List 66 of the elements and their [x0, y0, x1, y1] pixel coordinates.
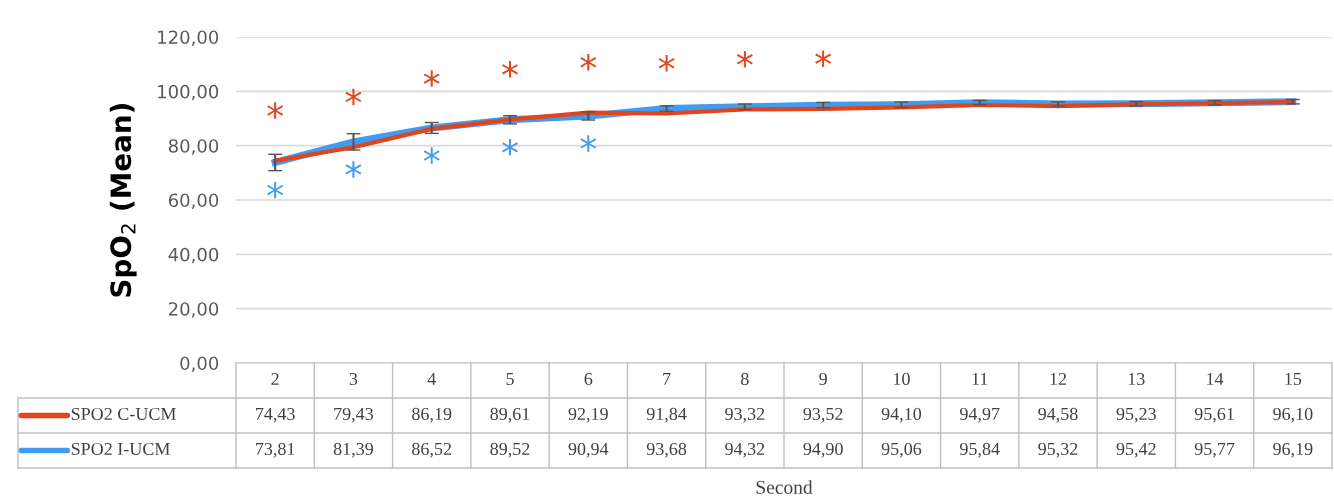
y-tick-label: 0,00	[180, 356, 219, 372]
y-tick-label: 80,00	[168, 139, 219, 155]
text: 94,90	[803, 442, 843, 458]
text: 95,32	[1038, 442, 1078, 458]
y-tick-label: 100,00	[158, 84, 219, 101]
text: 95,61	[1194, 407, 1234, 423]
y-tick-label: 60,00	[168, 193, 219, 209]
text: 95,06	[881, 442, 922, 458]
text: 79,43	[334, 407, 374, 423]
text: 96,10	[1273, 407, 1313, 423]
text: 94,32	[725, 442, 765, 458]
text: 93,68	[646, 442, 687, 458]
y-tick-label: 20,00	[168, 302, 219, 318]
text: 73,81	[256, 442, 295, 458]
x-tick-label: 15	[1285, 372, 1302, 386]
text: 94,97	[959, 407, 1000, 423]
text: 95,77	[1194, 442, 1235, 458]
text: 95,84	[959, 442, 1000, 458]
annotation: *	[345, 88, 362, 106]
x-tick-label: 4	[427, 372, 436, 385]
text: 86,19	[412, 407, 452, 423]
text: 86,52	[412, 442, 452, 458]
x-tick-label: 12	[1050, 372, 1067, 385]
annotation: *	[423, 70, 440, 87]
x-tick-label: 2	[271, 372, 279, 385]
x-tick-label: 14	[1207, 372, 1224, 385]
x-axis-title: Second	[756, 480, 813, 494]
annotation: *	[423, 147, 440, 164]
legend-label: SPO2 C-UCM	[71, 407, 176, 421]
annotation: *	[345, 161, 362, 178]
text: 91,84	[646, 407, 687, 423]
annotation: *	[502, 61, 518, 78]
text: 92,19	[568, 407, 608, 423]
text: 90,94	[568, 442, 609, 458]
text: 74,43	[256, 407, 295, 423]
x-tick-label: 8	[741, 372, 749, 386]
x-tick-label: 10	[893, 372, 910, 386]
x-tick-label: 3	[349, 372, 358, 386]
text: 81,39	[333, 442, 373, 458]
annotation: *	[736, 50, 753, 68]
text: 94,10	[881, 407, 922, 423]
annotation: *	[815, 50, 832, 67]
y-tick-label: 40,00	[168, 247, 219, 264]
annotation: *	[267, 181, 284, 199]
x-tick-label: 7	[663, 373, 671, 385]
legend-label: SPO2 I-UCM	[71, 442, 170, 456]
text: 89,52	[490, 442, 530, 458]
text: 94,58	[1038, 407, 1078, 423]
x-tick-label: 11	[972, 372, 988, 385]
annotation: *	[580, 135, 597, 152]
text: 95,42	[1116, 442, 1156, 458]
x-tick-label: 5	[506, 373, 514, 386]
text: 89,61	[490, 407, 530, 423]
text: 95,23	[1116, 407, 1156, 423]
x-tick-label: 13	[1128, 372, 1145, 386]
x-tick-label: 9	[819, 372, 827, 386]
y-tick-label: 120,00	[158, 30, 219, 46]
text: 93,32	[725, 407, 765, 423]
y-axis-title: SpO$_{2}$ (Mean)	[109, 104, 137, 297]
annotation: *	[658, 55, 675, 72]
x-tick-label: 6	[584, 372, 593, 386]
annotation: *	[580, 54, 597, 71]
text: 93,52	[803, 407, 843, 423]
annotation: *	[502, 139, 518, 156]
annotation: *	[267, 102, 284, 119]
text: 96,19	[1273, 442, 1313, 458]
